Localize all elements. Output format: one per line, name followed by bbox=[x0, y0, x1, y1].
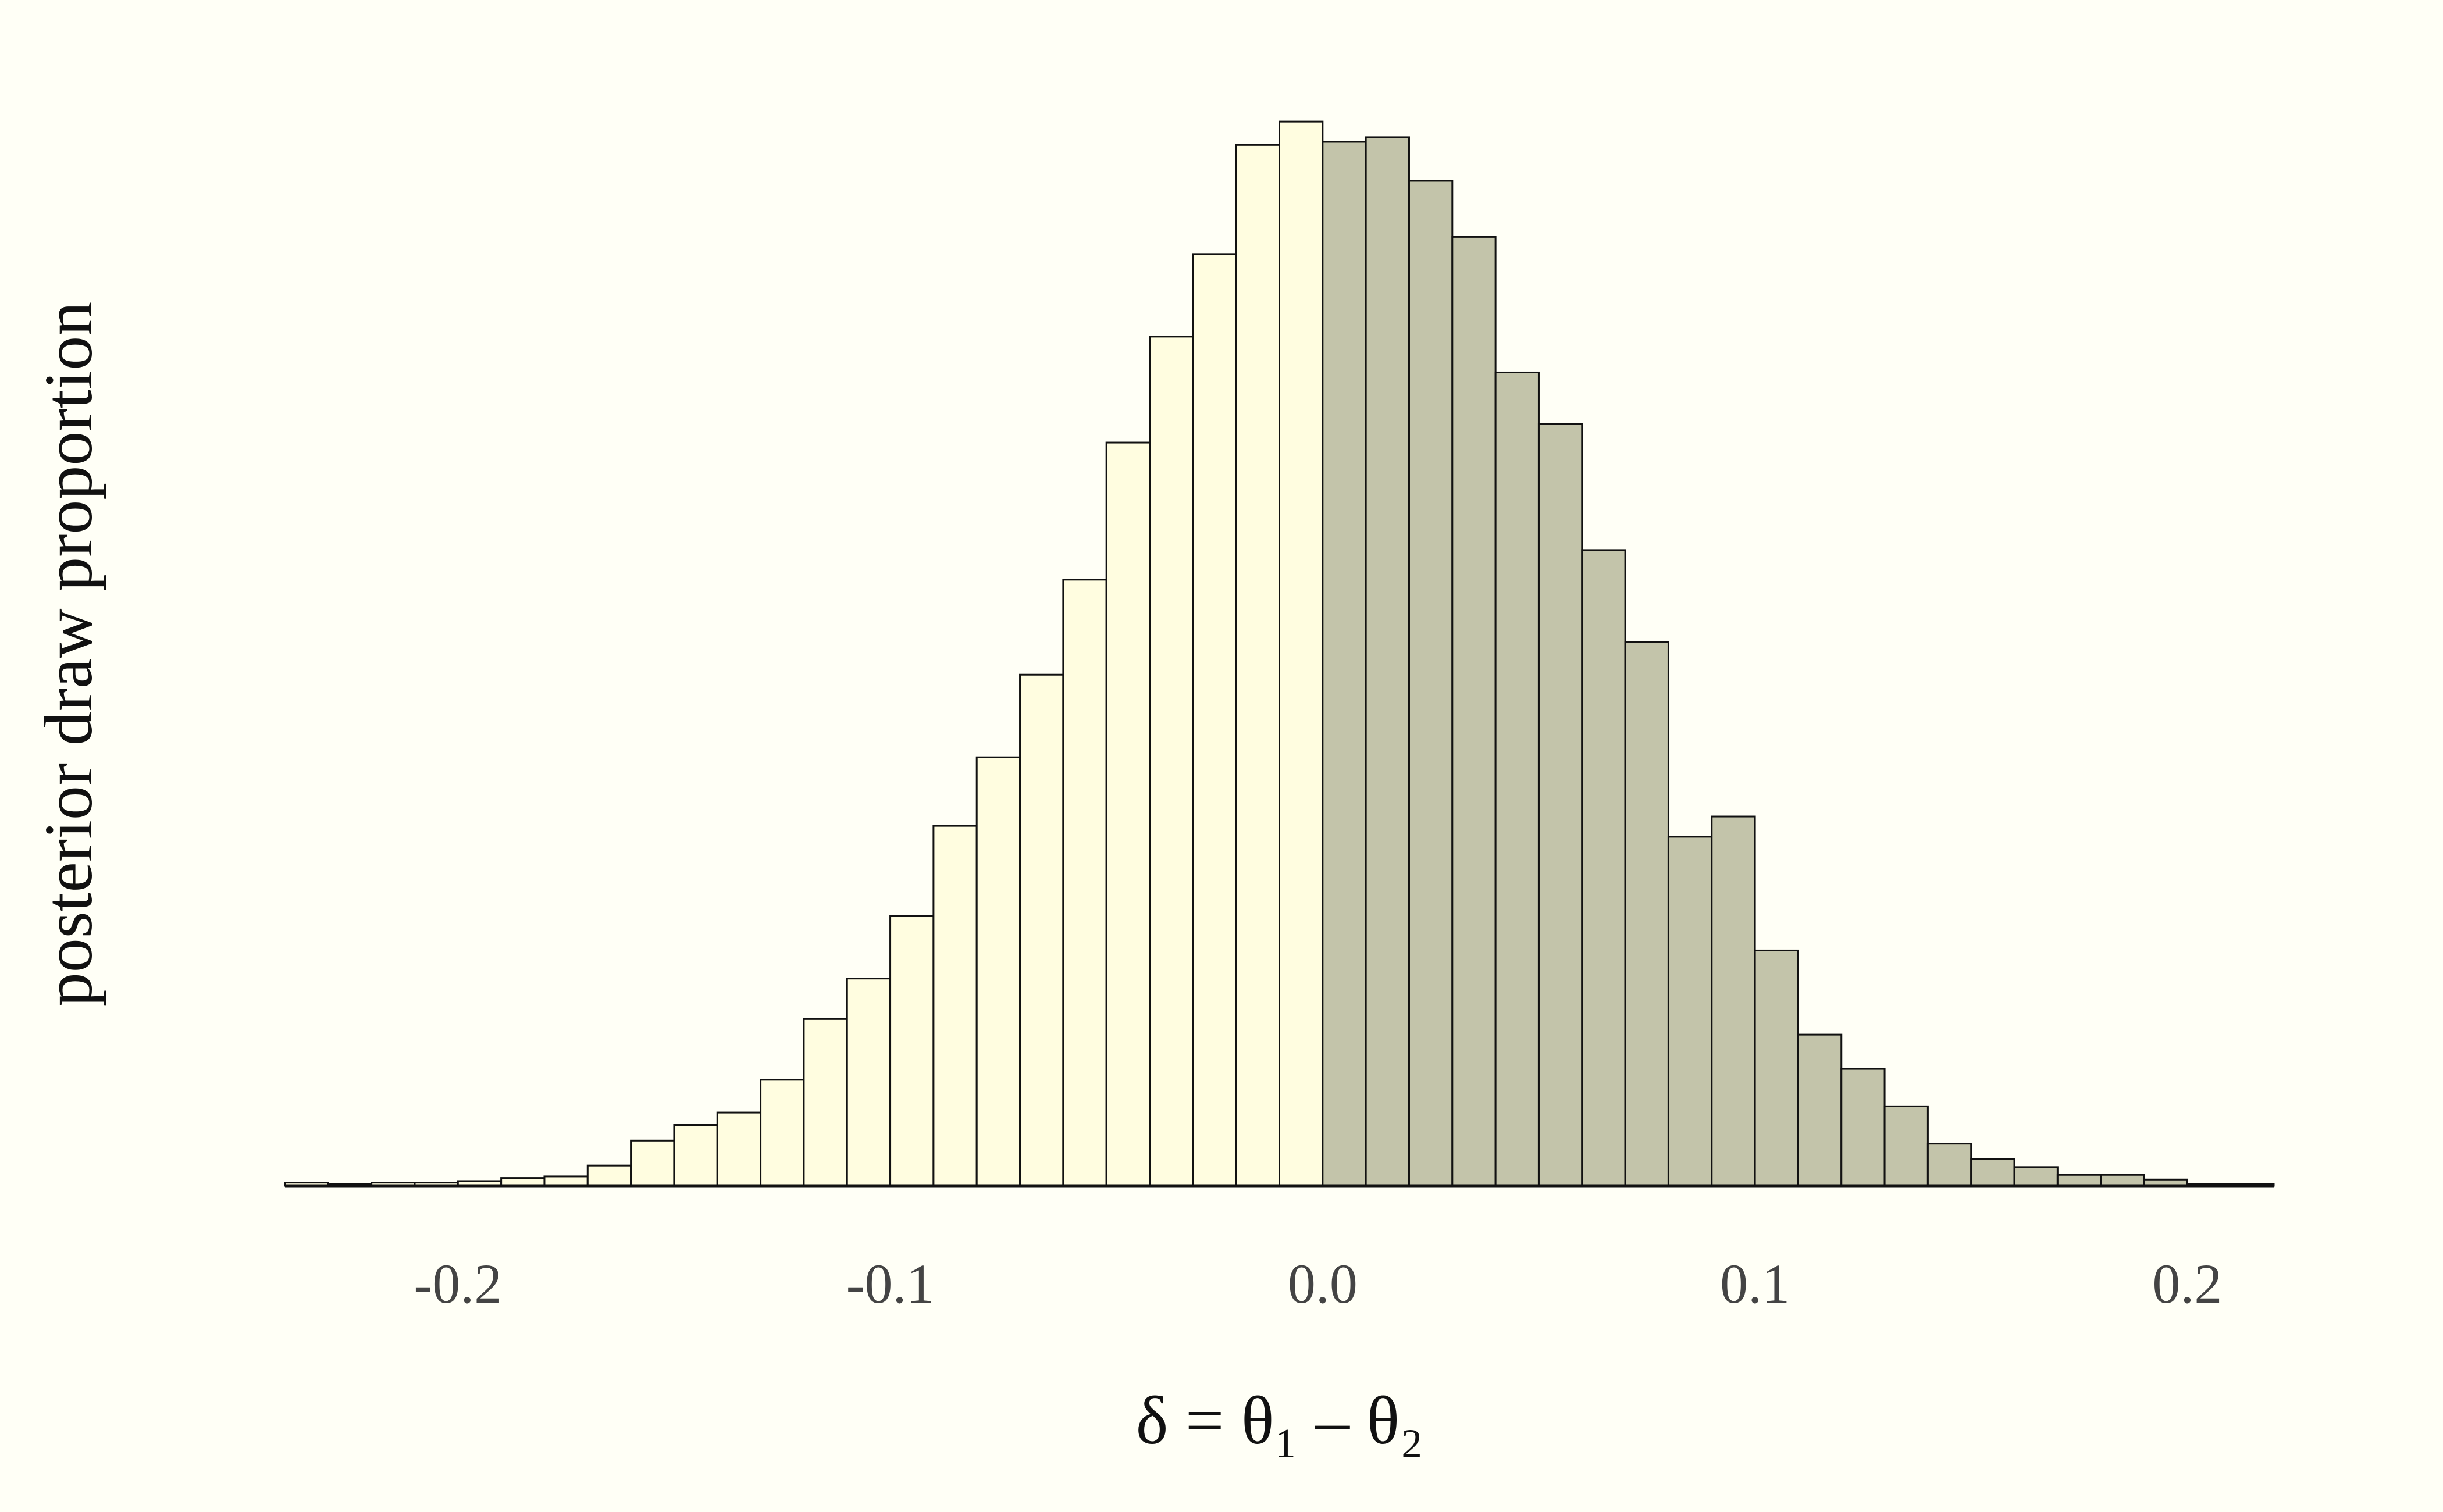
bar bbox=[1624, 641, 1669, 1187]
bar bbox=[1581, 549, 1626, 1187]
bar bbox=[760, 1079, 805, 1187]
bar bbox=[1711, 815, 1756, 1187]
bar bbox=[803, 1018, 848, 1187]
bar bbox=[1062, 579, 1107, 1187]
bar bbox=[846, 978, 892, 1187]
bar bbox=[1926, 1143, 1972, 1187]
bar bbox=[1494, 371, 1540, 1187]
bar bbox=[1019, 673, 1064, 1187]
bar bbox=[1192, 253, 1237, 1187]
bar bbox=[1667, 836, 1713, 1187]
bar bbox=[932, 825, 978, 1187]
bar bbox=[1970, 1158, 2015, 1187]
bar bbox=[630, 1139, 675, 1187]
bar bbox=[1840, 1068, 1886, 1187]
bar bbox=[1797, 1033, 1843, 1187]
bar bbox=[1279, 120, 1324, 1187]
bar bbox=[1235, 144, 1280, 1187]
bar bbox=[1365, 136, 1410, 1187]
bar bbox=[1105, 441, 1151, 1187]
x-tick-label: 0.2 bbox=[2152, 1253, 2222, 1315]
bar bbox=[1322, 141, 1367, 1187]
bar bbox=[1537, 423, 1583, 1187]
bar bbox=[975, 756, 1021, 1187]
bar bbox=[2100, 1174, 2145, 1187]
x-tick-label: -0.1 bbox=[846, 1253, 935, 1315]
bar bbox=[1408, 180, 1454, 1187]
x-axis-label: δ = θ₁ – θ₂ bbox=[1136, 1382, 1423, 1458]
bar bbox=[2056, 1174, 2102, 1187]
bar bbox=[2013, 1166, 2059, 1187]
y-axis-label: posterior draw proportion bbox=[30, 302, 106, 1007]
x-tick-label: -0.2 bbox=[414, 1253, 502, 1315]
bar bbox=[716, 1111, 762, 1187]
bar bbox=[673, 1124, 718, 1187]
bar bbox=[1754, 949, 1799, 1187]
bar bbox=[1883, 1105, 1929, 1187]
bar bbox=[1149, 336, 1194, 1187]
bar bbox=[889, 915, 935, 1187]
bar bbox=[586, 1164, 632, 1187]
bar bbox=[1451, 236, 1497, 1187]
x-tick-label: 0.1 bbox=[1720, 1253, 1790, 1315]
x-tick-label: 0.0 bbox=[1288, 1253, 1358, 1315]
